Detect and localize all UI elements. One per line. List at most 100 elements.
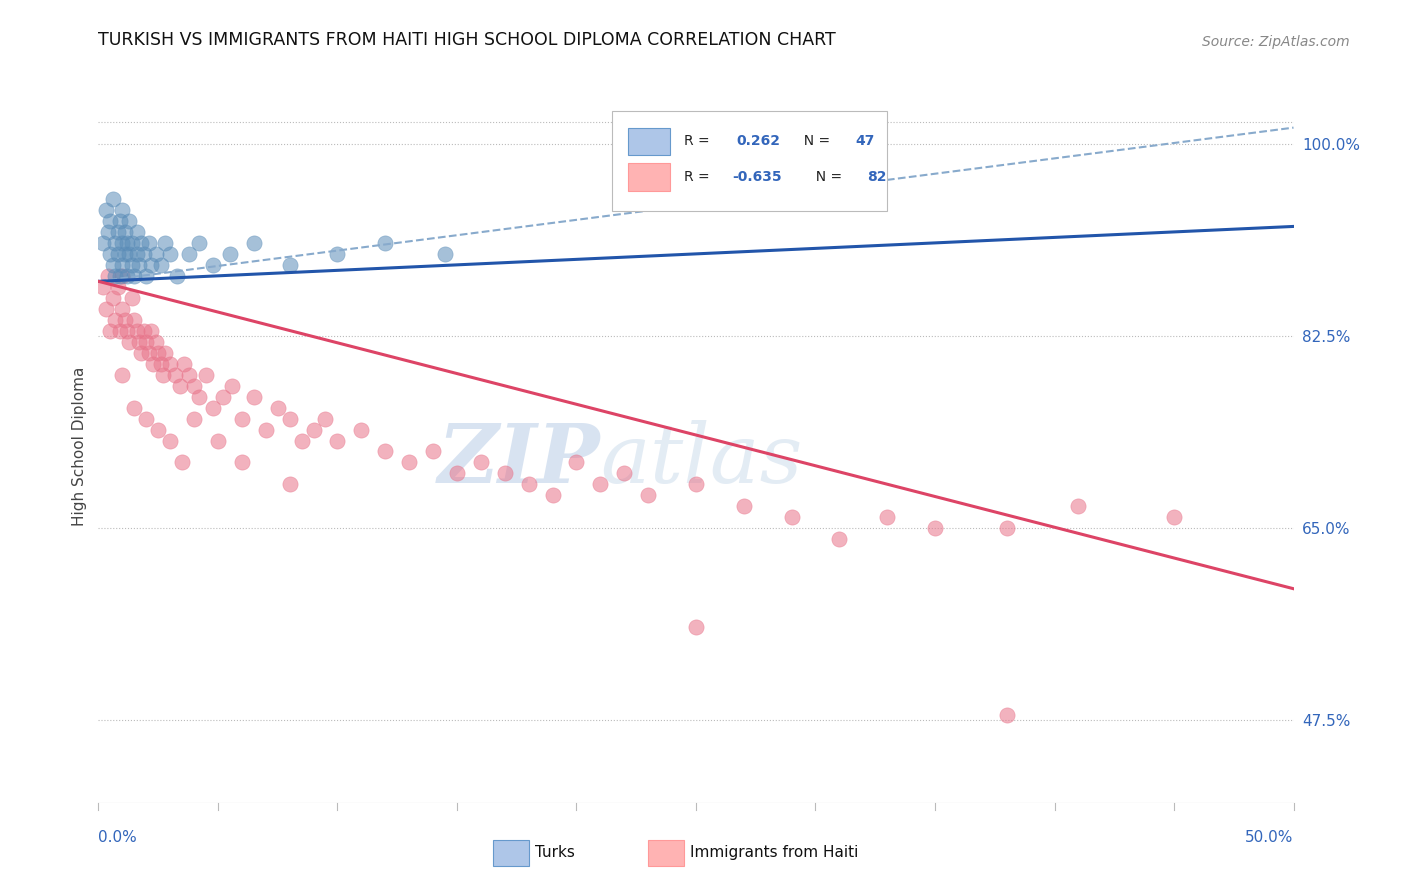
Point <box>924 521 946 535</box>
Point <box>111 202 134 217</box>
Point <box>166 268 188 283</box>
Bar <box>494 840 529 865</box>
Point <box>98 214 122 228</box>
Point <box>278 258 301 272</box>
Point <box>326 247 349 261</box>
Point <box>685 477 707 491</box>
Bar <box>648 840 685 865</box>
Point <box>374 235 396 250</box>
Point <box>98 247 122 261</box>
Point <box>104 268 127 283</box>
Text: 0.0%: 0.0% <box>98 830 138 846</box>
Point <box>470 455 492 469</box>
Y-axis label: High School Diploma: High School Diploma <box>72 367 87 525</box>
Point <box>183 411 205 425</box>
Point <box>326 434 349 448</box>
Point <box>111 258 134 272</box>
Point <box>114 225 136 239</box>
Point <box>139 258 162 272</box>
Point <box>138 345 160 359</box>
Text: N =: N = <box>796 135 835 148</box>
Point <box>152 368 174 382</box>
Point <box>231 455 253 469</box>
Point <box>685 620 707 634</box>
Point <box>121 258 143 272</box>
Point <box>108 324 131 338</box>
Point <box>172 455 194 469</box>
Point <box>995 521 1018 535</box>
Point <box>101 192 124 206</box>
Text: 47: 47 <box>855 135 875 148</box>
Point <box>115 324 138 338</box>
Point <box>124 312 146 326</box>
Point <box>104 312 127 326</box>
Point <box>183 378 205 392</box>
Point <box>128 334 150 349</box>
Point <box>1067 500 1090 514</box>
Point <box>179 368 201 382</box>
Point <box>97 268 120 283</box>
Point <box>128 258 150 272</box>
Point <box>219 247 242 261</box>
Point <box>91 280 114 294</box>
Point <box>589 477 612 491</box>
Point <box>107 280 129 294</box>
Point <box>195 368 218 382</box>
Point <box>221 378 243 392</box>
Point <box>243 235 266 250</box>
Point <box>613 467 636 481</box>
Point <box>125 225 148 239</box>
Point <box>104 235 127 250</box>
Text: Immigrants from Haiti: Immigrants from Haiti <box>690 846 859 860</box>
Point <box>159 357 181 371</box>
Point <box>315 411 337 425</box>
Point <box>541 488 564 502</box>
Point <box>565 455 588 469</box>
Point <box>231 411 253 425</box>
Point <box>828 533 851 547</box>
Point <box>494 467 516 481</box>
Point <box>101 258 124 272</box>
Point <box>132 324 155 338</box>
Point <box>124 268 146 283</box>
Point <box>111 301 134 316</box>
FancyBboxPatch shape <box>613 111 887 211</box>
Point <box>159 247 181 261</box>
Point <box>145 247 167 261</box>
Point <box>91 235 114 250</box>
Point <box>148 345 170 359</box>
Point <box>148 423 170 437</box>
Text: ZIP: ZIP <box>437 420 600 500</box>
Point <box>159 434 181 448</box>
Point <box>97 225 120 239</box>
Point <box>111 235 134 250</box>
Point <box>876 510 898 524</box>
Text: N =: N = <box>807 170 846 184</box>
Point <box>115 268 138 283</box>
Point <box>101 291 124 305</box>
Point <box>118 334 141 349</box>
Point <box>278 411 301 425</box>
Point <box>138 235 160 250</box>
Point <box>139 324 162 338</box>
Point <box>124 401 146 415</box>
Point <box>780 510 803 524</box>
Point <box>111 368 134 382</box>
Point <box>169 378 191 392</box>
Point <box>118 247 141 261</box>
Point <box>179 247 201 261</box>
Point <box>398 455 420 469</box>
Point <box>202 401 225 415</box>
Point <box>254 423 277 437</box>
Point <box>211 390 233 404</box>
Text: R =: R = <box>685 170 714 184</box>
Point <box>149 258 172 272</box>
Point <box>173 357 195 371</box>
Point <box>207 434 229 448</box>
Point <box>142 357 165 371</box>
Text: 0.262: 0.262 <box>737 135 780 148</box>
Point <box>350 423 373 437</box>
Point <box>145 334 167 349</box>
Text: Source: ZipAtlas.com: Source: ZipAtlas.com <box>1202 35 1350 49</box>
Point <box>118 214 141 228</box>
